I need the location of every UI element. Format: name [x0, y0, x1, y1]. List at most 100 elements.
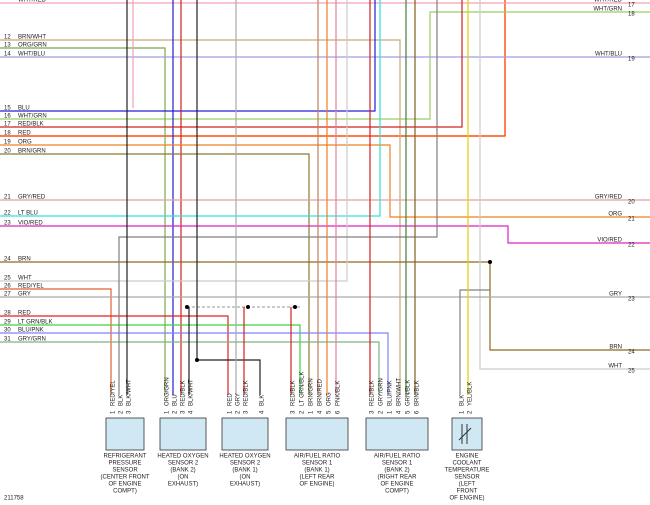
wire [0, 324, 301, 395]
connector [221, 417, 269, 451]
wire-label: WHT [18, 276, 32, 282]
component-name: (LEFT [459, 482, 476, 488]
wire [118, 0, 438, 395]
component-name: OF ENGINE [108, 482, 141, 488]
wire-label: BLU/PNK [18, 328, 44, 334]
pin-label: BRN/GRN [309, 378, 315, 406]
wire-label: WHT/GRN [18, 114, 47, 120]
component-name: (BANK 1) [304, 468, 329, 474]
wire-label: RED [18, 311, 31, 317]
component-name: COMPT) [113, 489, 137, 495]
wire-label: WHT/RED [18, 0, 47, 4]
component-name: REFRIGERANT [103, 454, 146, 460]
wire [0, 153, 310, 395]
wire-label: WHT/RED [594, 0, 623, 4]
wire-number: 16 [4, 114, 11, 120]
wire-number: 17 [4, 122, 11, 128]
wire-label: GRY/RED [595, 195, 623, 201]
pin-number: 6 [336, 410, 342, 414]
wire-number: 22 [628, 243, 635, 249]
pin-number: 4 [318, 410, 324, 414]
component-name: SENSOR [454, 475, 480, 481]
wire [459, 289, 490, 395]
wire-label: GRY [18, 292, 31, 298]
splice [195, 358, 199, 362]
pin-label: RED/BLK [244, 380, 250, 406]
pin-label: LT GRN/BLK [300, 372, 306, 406]
component-name: (RIGHT REAR [378, 475, 418, 481]
pin-number: 1 [460, 410, 466, 414]
pin-number: 2 [236, 410, 242, 414]
wire-label: BRN [609, 345, 622, 351]
wire-label: BRN [18, 257, 31, 263]
wire-label: RED/YEL [18, 284, 44, 290]
connector [159, 417, 207, 451]
wire-label: ORG [18, 140, 32, 146]
wire-number: 24 [4, 257, 11, 263]
wire [0, 288, 112, 395]
component-name: (LEFT REAR [300, 475, 336, 481]
wire [0, 332, 389, 395]
wire-label: VIO/RED [597, 238, 622, 244]
pin-number: 4 [260, 410, 266, 414]
pin-label: GRY [236, 393, 242, 406]
wire-label: WHT [608, 364, 622, 370]
wire-number: 23 [4, 221, 11, 227]
splice [293, 305, 297, 309]
wire-label: BRN/GRN [18, 149, 46, 155]
pin-number: 1 [165, 410, 171, 414]
component-name: PRESSURE [108, 461, 141, 467]
wire-label: BLU [18, 106, 30, 112]
pin-number: 5 [327, 410, 333, 414]
pin-label: RED/BLK [291, 380, 297, 406]
pin-number: 3 [127, 410, 133, 414]
pin-number: 3 [370, 410, 376, 414]
wire-number: 18 [628, 12, 635, 18]
wire-number: 20 [4, 149, 11, 155]
wire [0, 144, 650, 218]
wire-number: 30 [4, 328, 11, 334]
pin-number: 4 [397, 410, 403, 414]
wire [0, 0, 463, 128]
wire [0, 0, 348, 282]
pin-label: RED/YEL [111, 380, 117, 406]
component-name: SENSOR 1 [302, 461, 333, 467]
wire [196, 0, 261, 395]
wire-label: GRY [609, 292, 622, 298]
wire [0, 261, 650, 351]
wire-number: 20 [628, 200, 635, 206]
component-name: OF ENGINE [380, 482, 413, 488]
pin-number: 3 [291, 410, 297, 414]
wire-highlight [0, 0, 506, 137]
pin-number: 2 [468, 410, 474, 414]
component-name: (ON [178, 475, 189, 481]
wire [0, 315, 229, 395]
pin-number: 4 [189, 410, 195, 414]
component-name: FRONT [457, 489, 478, 495]
pin-number: 3 [181, 410, 187, 414]
splice [488, 260, 492, 264]
pin-number: 3 [244, 410, 250, 414]
pin-label: GRY/GRN [379, 378, 385, 406]
component-name: (BANK 1) [232, 468, 257, 474]
wire [0, 0, 381, 217]
wire-label: RED [18, 131, 31, 137]
wire-number: 23 [628, 297, 635, 303]
wire-number: 19 [4, 140, 11, 146]
wire-label: WHT/GRN [593, 7, 622, 13]
component-name: COOLANT [452, 461, 481, 467]
splice [185, 305, 189, 309]
wire-label: GRY/GRN [18, 337, 46, 343]
component-name: SENSOR [112, 468, 138, 474]
pin-label: BLU/PNK [388, 380, 394, 406]
wire-label: ORG [608, 212, 622, 218]
wire-label: WHT/BLU [18, 52, 45, 58]
wire-label: BRN/WHT [18, 35, 46, 41]
component-name: OF ENGINE) [299, 482, 334, 488]
component-name: SENSOR 2 [168, 461, 199, 467]
pin-number: 1 [388, 410, 394, 414]
wire-number: 21 [628, 217, 635, 223]
wire [0, 0, 506, 137]
wire-number: 29 [4, 320, 11, 326]
